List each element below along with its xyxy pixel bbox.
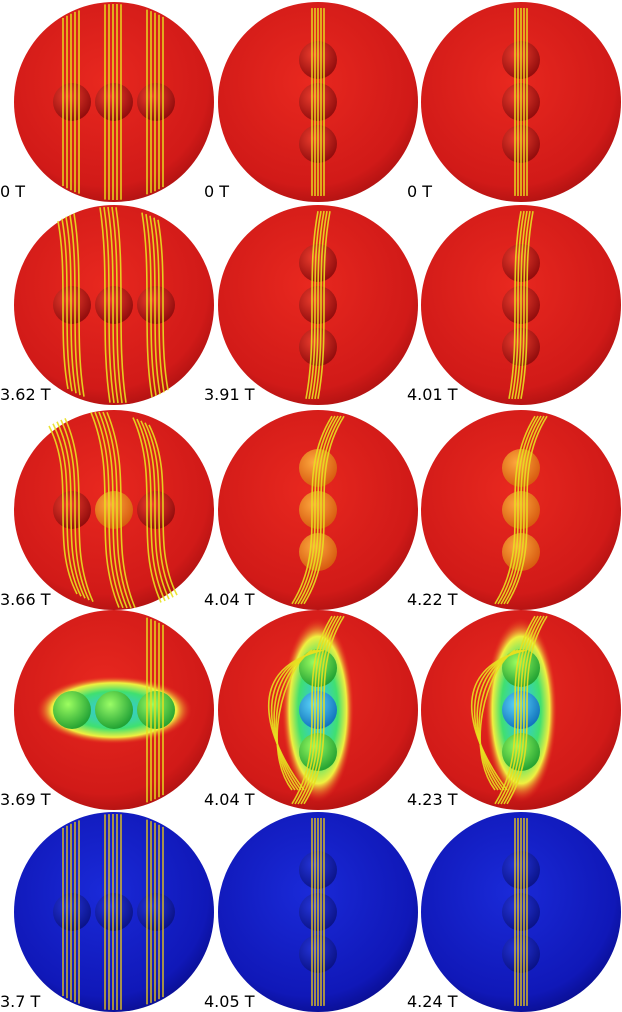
field-label: 3.91 T bbox=[204, 385, 255, 404]
field-label: 0 T bbox=[407, 182, 432, 201]
field-label: 4.23 T bbox=[407, 790, 458, 809]
sphere bbox=[137, 893, 175, 931]
field-label: 4.24 T bbox=[407, 992, 458, 1011]
panel: 3.62 T bbox=[0, 205, 214, 405]
field-label: 3.66 T bbox=[0, 590, 51, 609]
panel: 3.7 T bbox=[0, 812, 214, 1012]
panel: 4.23 T bbox=[407, 610, 621, 810]
field-label: 4.05 T bbox=[204, 992, 255, 1011]
sphere bbox=[53, 691, 91, 729]
sphere bbox=[95, 491, 133, 529]
field-label: 4.01 T bbox=[407, 385, 458, 404]
sphere bbox=[137, 691, 175, 729]
field-label: 4.04 T bbox=[204, 590, 255, 609]
field-label: 4.22 T bbox=[407, 590, 458, 609]
sphere bbox=[95, 691, 133, 729]
panel: 3.66 T bbox=[0, 410, 214, 610]
field-label: 3.7 T bbox=[0, 992, 41, 1011]
panel: 4.24 T bbox=[407, 812, 621, 1012]
panel: 4.04 T bbox=[204, 610, 418, 810]
sphere bbox=[53, 83, 91, 121]
figure: 0 T 0 T 0 T 3.62 T 3.91 T 4.01 T 3.66 T 4.04 T 4… bbox=[0, 0, 622, 1012]
panel: 3.69 T bbox=[0, 610, 214, 810]
panel: 3.91 T bbox=[204, 205, 418, 405]
field-label: 3.69 T bbox=[0, 790, 51, 809]
sphere bbox=[137, 286, 175, 324]
sphere bbox=[95, 893, 133, 931]
field-label: 0 T bbox=[0, 182, 25, 201]
page: 0 T 0 T 0 T 3.62 T 3.91 T 4.01 T 3.66 T 4.04 T 4… bbox=[0, 0, 622, 1012]
field-label: 0 T bbox=[204, 182, 229, 201]
panel: 0 T bbox=[407, 2, 621, 202]
sphere bbox=[53, 286, 91, 324]
panel: 4.22 T bbox=[407, 410, 621, 610]
sphere bbox=[53, 893, 91, 931]
sphere bbox=[137, 491, 175, 529]
field-label: 3.62 T bbox=[0, 385, 51, 404]
sphere bbox=[95, 286, 133, 324]
field-label: 4.04 T bbox=[204, 790, 255, 809]
sphere bbox=[137, 83, 175, 121]
panel: 0 T bbox=[0, 2, 214, 202]
panel: 4.04 T bbox=[204, 410, 418, 610]
panel: 0 T bbox=[204, 2, 418, 202]
panel: 4.05 T bbox=[204, 812, 418, 1012]
sphere bbox=[95, 83, 133, 121]
panel: 4.01 T bbox=[407, 205, 621, 405]
sphere bbox=[53, 491, 91, 529]
